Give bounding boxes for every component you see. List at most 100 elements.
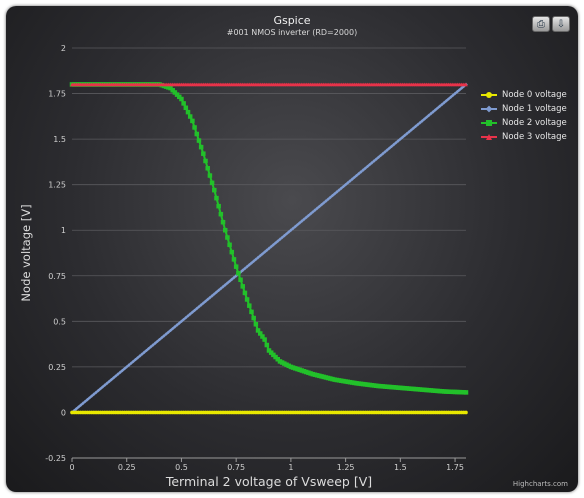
data-point [280,235,284,240]
data-point [455,89,460,94]
data-point [424,115,429,120]
data-point [313,208,317,212]
series-0 [70,410,468,415]
data-point [138,354,142,358]
data-point [173,325,177,329]
data-point [135,355,140,360]
data-point [326,197,330,202]
legend-label: Node 0 voltage [502,90,567,100]
data-point [317,204,322,209]
data-point [81,401,85,406]
data-point [396,139,400,143]
print-icon[interactable]: ⎙ [532,16,550,32]
data-point [254,257,258,262]
data-point [247,263,252,267]
data-point [249,261,254,265]
data-point [221,284,225,289]
data-point [105,381,109,386]
data-point [225,281,230,285]
data-point [381,151,385,156]
data-point [352,175,357,180]
series-2 [69,82,469,395]
data-point [122,366,127,371]
data-point [328,195,333,200]
data-point [124,365,129,369]
credits-link[interactable]: Highcharts.com [512,480,568,488]
data-point [205,166,210,171]
data-point [251,315,256,321]
data-point [164,332,168,336]
y-tick-label: 1.25 [48,181,66,190]
y-tick-label: 0 [61,408,66,417]
data-point [177,321,182,325]
data-point [185,109,191,115]
data-point [409,128,414,132]
data-point [216,288,221,293]
data-point [271,243,276,247]
data-point [201,151,206,156]
data-point [140,352,144,356]
legend-label: Node 3 voltage [502,132,567,142]
data-point [433,108,438,112]
data-point [440,102,444,107]
data-point [203,299,208,304]
data-point [83,399,87,404]
data-point [198,144,204,150]
data-point [453,91,457,96]
data-point [422,117,427,121]
data-point [269,244,273,249]
x-axis-label: Terminal 2 voltage of Vsweep [V] [165,474,372,489]
legend-symbol-icon [480,104,498,114]
data-point [244,297,250,302]
legend-item-node-2[interactable]: Node 2 voltage [480,116,567,130]
data-point [227,279,232,284]
download-icon[interactable]: ⇩ [552,16,570,32]
data-point [457,88,462,92]
x-tick-label: 1.5 [394,463,407,472]
data-point [324,199,328,203]
data-point [260,334,265,339]
legend-symbol-icon [480,132,498,142]
data-point [289,228,293,233]
data-point [109,377,114,382]
data-point [385,148,389,152]
data-point [420,119,425,123]
data-point [282,233,287,238]
data-point [187,114,193,119]
legend-item-node-1[interactable]: Node 1 voltage [480,102,567,116]
series-1 [70,82,468,415]
data-point [437,104,442,109]
data-point [223,283,228,287]
legend-item-node-3[interactable]: Node 3 voltage [480,130,567,144]
data-point [394,140,398,145]
data-point [175,323,179,327]
chart-title: Gspice [273,14,310,27]
data-point [231,257,237,262]
data-point [194,131,200,137]
data-point [297,221,302,225]
data-point [184,315,188,320]
data-point [103,383,107,387]
data-point [348,179,352,183]
data-point [446,97,451,101]
data-point [464,82,468,87]
data-point [431,109,435,114]
data-point [100,385,105,389]
data-point [144,348,149,353]
data-point [448,95,453,99]
data-point [155,339,160,344]
data-point [159,335,164,340]
data-point [391,142,396,147]
data-point [291,226,295,231]
legend-item-node-0[interactable]: Node 0 voltage [480,88,567,102]
data-point [216,203,221,209]
data-point [168,328,173,333]
data-point [265,248,269,253]
data-point [249,309,254,315]
y-tick-label: 0.25 [48,363,66,372]
x-tick-label: 1.75 [446,463,464,472]
data-point [96,388,101,393]
data-point [146,346,151,351]
data-point [411,126,416,130]
data-point [196,138,202,143]
